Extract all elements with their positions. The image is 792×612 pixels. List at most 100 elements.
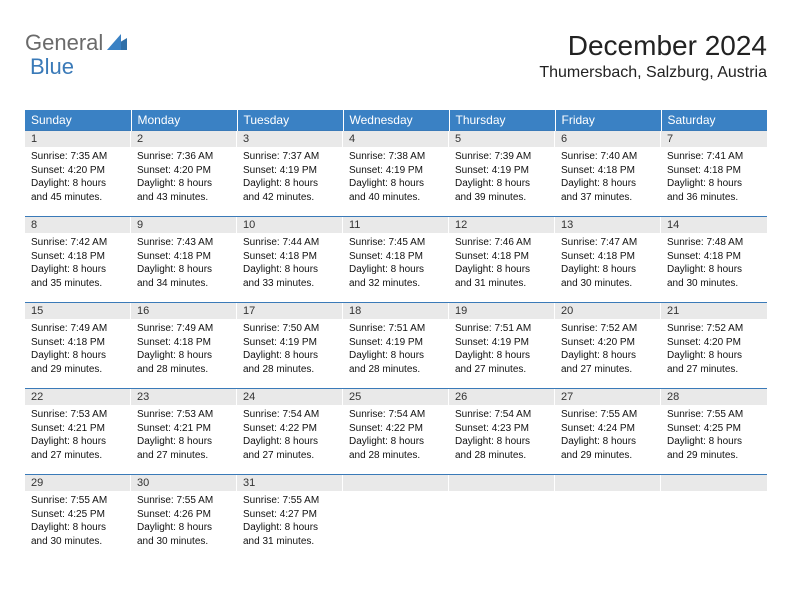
daylight-line: Daylight: 8 hours and 27 minutes. bbox=[31, 435, 125, 462]
day-cell: 24Sunrise: 7:54 AMSunset: 4:22 PMDayligh… bbox=[237, 389, 343, 475]
day-number: 2 bbox=[131, 131, 237, 147]
day-content: Sunrise: 7:39 AMSunset: 4:19 PMDaylight:… bbox=[449, 147, 555, 208]
sunrise-line: Sunrise: 7:48 AM bbox=[667, 236, 761, 250]
day-content: Sunrise: 7:46 AMSunset: 4:18 PMDaylight:… bbox=[449, 233, 555, 294]
day-cell: 26Sunrise: 7:54 AMSunset: 4:23 PMDayligh… bbox=[449, 389, 555, 475]
sunrise-line: Sunrise: 7:50 AM bbox=[243, 322, 337, 336]
sunset-line: Sunset: 4:23 PM bbox=[455, 422, 549, 436]
day-content: Sunrise: 7:43 AMSunset: 4:18 PMDaylight:… bbox=[131, 233, 237, 294]
sunrise-line: Sunrise: 7:43 AM bbox=[137, 236, 231, 250]
sunset-line: Sunset: 4:18 PM bbox=[31, 336, 125, 350]
day-cell: 29Sunrise: 7:55 AMSunset: 4:25 PMDayligh… bbox=[25, 475, 131, 561]
daylight-line: Daylight: 8 hours and 33 minutes. bbox=[243, 263, 337, 290]
day-content: Sunrise: 7:53 AMSunset: 4:21 PMDaylight:… bbox=[25, 405, 131, 466]
day-number bbox=[661, 475, 767, 491]
day-header: Friday bbox=[555, 110, 661, 131]
calendar-body: 1Sunrise: 7:35 AMSunset: 4:20 PMDaylight… bbox=[25, 131, 767, 561]
day-header-row: SundayMondayTuesdayWednesdayThursdayFrid… bbox=[25, 110, 767, 131]
sunrise-line: Sunrise: 7:40 AM bbox=[561, 150, 655, 164]
day-number: 30 bbox=[131, 475, 237, 491]
sunset-line: Sunset: 4:20 PM bbox=[561, 336, 655, 350]
calendar-head: SundayMondayTuesdayWednesdayThursdayFrid… bbox=[25, 110, 767, 131]
title-block: December 2024 Thumersbach, Salzburg, Aus… bbox=[539, 30, 767, 82]
day-number: 23 bbox=[131, 389, 237, 405]
sunrise-line: Sunrise: 7:38 AM bbox=[349, 150, 443, 164]
day-content: Sunrise: 7:54 AMSunset: 4:22 PMDaylight:… bbox=[237, 405, 343, 466]
sunset-line: Sunset: 4:21 PM bbox=[137, 422, 231, 436]
brand-text-2: Blue bbox=[30, 54, 74, 79]
sunrise-line: Sunrise: 7:52 AM bbox=[667, 322, 761, 336]
day-number: 9 bbox=[131, 217, 237, 233]
day-cell: 13Sunrise: 7:47 AMSunset: 4:18 PMDayligh… bbox=[555, 217, 661, 303]
sunrise-line: Sunrise: 7:52 AM bbox=[561, 322, 655, 336]
day-cell: 18Sunrise: 7:51 AMSunset: 4:19 PMDayligh… bbox=[343, 303, 449, 389]
daylight-line: Daylight: 8 hours and 40 minutes. bbox=[349, 177, 443, 204]
brand-text-1: General bbox=[25, 30, 103, 56]
sunrise-line: Sunrise: 7:41 AM bbox=[667, 150, 761, 164]
day-number: 3 bbox=[237, 131, 343, 147]
day-number: 19 bbox=[449, 303, 555, 319]
day-content: Sunrise: 7:37 AMSunset: 4:19 PMDaylight:… bbox=[237, 147, 343, 208]
day-content: Sunrise: 7:47 AMSunset: 4:18 PMDaylight:… bbox=[555, 233, 661, 294]
calendar-table: SundayMondayTuesdayWednesdayThursdayFrid… bbox=[25, 110, 767, 561]
sunset-line: Sunset: 4:20 PM bbox=[667, 336, 761, 350]
sunset-line: Sunset: 4:19 PM bbox=[349, 336, 443, 350]
day-cell: 30Sunrise: 7:55 AMSunset: 4:26 PMDayligh… bbox=[131, 475, 237, 561]
sunrise-line: Sunrise: 7:51 AM bbox=[349, 322, 443, 336]
brand-logo: General bbox=[25, 30, 129, 56]
daylight-line: Daylight: 8 hours and 37 minutes. bbox=[561, 177, 655, 204]
sunset-line: Sunset: 4:18 PM bbox=[455, 250, 549, 264]
sunrise-line: Sunrise: 7:47 AM bbox=[561, 236, 655, 250]
day-content: Sunrise: 7:51 AMSunset: 4:19 PMDaylight:… bbox=[449, 319, 555, 380]
day-content: Sunrise: 7:45 AMSunset: 4:18 PMDaylight:… bbox=[343, 233, 449, 294]
day-cell: 15Sunrise: 7:49 AMSunset: 4:18 PMDayligh… bbox=[25, 303, 131, 389]
sunset-line: Sunset: 4:19 PM bbox=[455, 336, 549, 350]
sunset-line: Sunset: 4:18 PM bbox=[243, 250, 337, 264]
empty-day-cell bbox=[449, 475, 555, 561]
sunset-line: Sunset: 4:18 PM bbox=[667, 250, 761, 264]
day-number: 14 bbox=[661, 217, 767, 233]
day-content: Sunrise: 7:55 AMSunset: 4:25 PMDaylight:… bbox=[661, 405, 767, 466]
sunset-line: Sunset: 4:19 PM bbox=[243, 336, 337, 350]
daylight-line: Daylight: 8 hours and 34 minutes. bbox=[137, 263, 231, 290]
day-header: Monday bbox=[131, 110, 237, 131]
sunset-line: Sunset: 4:20 PM bbox=[31, 164, 125, 178]
day-cell: 9Sunrise: 7:43 AMSunset: 4:18 PMDaylight… bbox=[131, 217, 237, 303]
day-content: Sunrise: 7:50 AMSunset: 4:19 PMDaylight:… bbox=[237, 319, 343, 380]
day-number: 1 bbox=[25, 131, 131, 147]
day-number: 20 bbox=[555, 303, 661, 319]
week-row: 8Sunrise: 7:42 AMSunset: 4:18 PMDaylight… bbox=[25, 217, 767, 303]
sunset-line: Sunset: 4:24 PM bbox=[561, 422, 655, 436]
daylight-line: Daylight: 8 hours and 27 minutes. bbox=[561, 349, 655, 376]
day-content bbox=[661, 491, 767, 541]
day-number: 26 bbox=[449, 389, 555, 405]
sunset-line: Sunset: 4:18 PM bbox=[561, 250, 655, 264]
day-cell: 19Sunrise: 7:51 AMSunset: 4:19 PMDayligh… bbox=[449, 303, 555, 389]
sunrise-line: Sunrise: 7:51 AM bbox=[455, 322, 549, 336]
sunrise-line: Sunrise: 7:54 AM bbox=[243, 408, 337, 422]
daylight-line: Daylight: 8 hours and 36 minutes. bbox=[667, 177, 761, 204]
sunset-line: Sunset: 4:25 PM bbox=[31, 508, 125, 522]
sunset-line: Sunset: 4:18 PM bbox=[31, 250, 125, 264]
day-number: 5 bbox=[449, 131, 555, 147]
day-content: Sunrise: 7:55 AMSunset: 4:25 PMDaylight:… bbox=[25, 491, 131, 552]
sunrise-line: Sunrise: 7:55 AM bbox=[667, 408, 761, 422]
daylight-line: Daylight: 8 hours and 30 minutes. bbox=[561, 263, 655, 290]
day-number: 15 bbox=[25, 303, 131, 319]
sunset-line: Sunset: 4:18 PM bbox=[137, 336, 231, 350]
sunset-line: Sunset: 4:26 PM bbox=[137, 508, 231, 522]
daylight-line: Daylight: 8 hours and 39 minutes. bbox=[455, 177, 549, 204]
day-cell: 5Sunrise: 7:39 AMSunset: 4:19 PMDaylight… bbox=[449, 131, 555, 217]
day-content: Sunrise: 7:42 AMSunset: 4:18 PMDaylight:… bbox=[25, 233, 131, 294]
daylight-line: Daylight: 8 hours and 31 minutes. bbox=[243, 521, 337, 548]
week-row: 29Sunrise: 7:55 AMSunset: 4:25 PMDayligh… bbox=[25, 475, 767, 561]
day-number: 12 bbox=[449, 217, 555, 233]
daylight-line: Daylight: 8 hours and 28 minutes. bbox=[455, 435, 549, 462]
day-number: 27 bbox=[555, 389, 661, 405]
sunrise-line: Sunrise: 7:53 AM bbox=[137, 408, 231, 422]
day-number: 18 bbox=[343, 303, 449, 319]
day-cell: 23Sunrise: 7:53 AMSunset: 4:21 PMDayligh… bbox=[131, 389, 237, 475]
day-content: Sunrise: 7:54 AMSunset: 4:23 PMDaylight:… bbox=[449, 405, 555, 466]
day-content: Sunrise: 7:36 AMSunset: 4:20 PMDaylight:… bbox=[131, 147, 237, 208]
day-number: 28 bbox=[661, 389, 767, 405]
